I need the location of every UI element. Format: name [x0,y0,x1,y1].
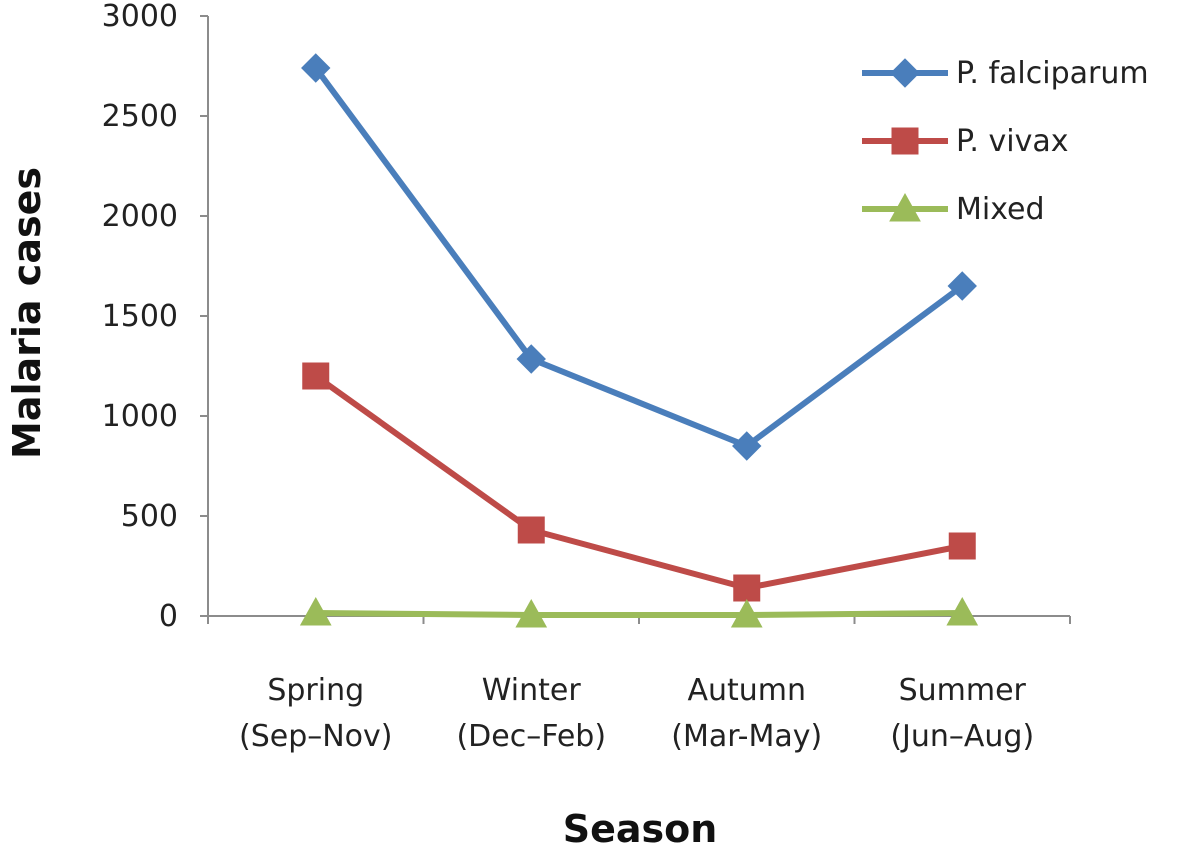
y-tick-labels: 0 500 1000 1500 2000 2500 3000 [102,0,178,634]
data-point [948,532,976,560]
x-tick-label-line: Summer [899,673,1027,708]
series-line [314,373,963,591]
series-line [313,66,965,449]
data-point [947,271,977,301]
y-axis-title: Malaria cases [5,167,49,459]
series-line [315,610,963,618]
legend: P. falciparum P. vivax Mixed [862,56,1149,227]
legend-label: P. falciparum [956,56,1149,91]
data-point [302,362,330,390]
x-tick-label-line: (Mar-May) [671,719,822,754]
x-tick-labels: Spring (Sep–Nov) Winter (Dec–Feb) Autumn (Mar… [239,673,1034,754]
legend-label: P. vivax [956,124,1068,159]
legend-item: Mixed [862,192,1045,227]
legend-marker [890,58,920,88]
y-tick-label: 1500 [102,299,178,334]
series-mixed [299,596,979,628]
x-tick-label-line: Winter [482,673,582,708]
data-point [733,574,761,602]
data-point [730,598,763,628]
series-lines [299,53,979,628]
x-tick-label-line: (Dec–Feb) [456,719,606,754]
x-tick-label: Spring (Sep–Nov) [239,673,393,754]
x-axis-title: Season [563,807,718,844]
data-point [515,598,548,628]
legend-item: P. falciparum [862,56,1149,91]
legend-item: P. vivax [862,124,1068,159]
y-tick-label: 1000 [102,399,178,434]
legend-marker [891,127,919,155]
legend-label: Mixed [956,192,1045,227]
y-tick-label: 2500 [102,99,178,134]
data-point [517,516,545,544]
series-p-falciparum [301,53,977,461]
data-point [301,53,331,83]
x-tick-label: Summer (Jun–Aug) [890,673,1034,754]
x-tick-label-line: (Sep–Nov) [239,719,393,754]
x-tick-label: Autumn (Mar-May) [671,673,822,754]
data-point [732,431,762,461]
x-tick-label: Winter (Dec–Feb) [456,673,606,754]
axes [200,15,1071,624]
x-tick-label-line: (Jun–Aug) [890,719,1034,754]
data-point [946,596,979,626]
series-p-vivax [302,362,976,602]
y-tick-label: 0 [159,599,178,634]
x-tick-label-line: Spring [267,673,364,708]
y-tick-label: 3000 [102,0,178,34]
x-tick-label-line: Autumn [687,673,806,708]
legend-marker [889,192,921,222]
data-point [516,344,546,374]
y-tick-label: 2000 [102,199,178,234]
y-tick-label: 500 [121,499,178,534]
data-point [299,596,332,626]
